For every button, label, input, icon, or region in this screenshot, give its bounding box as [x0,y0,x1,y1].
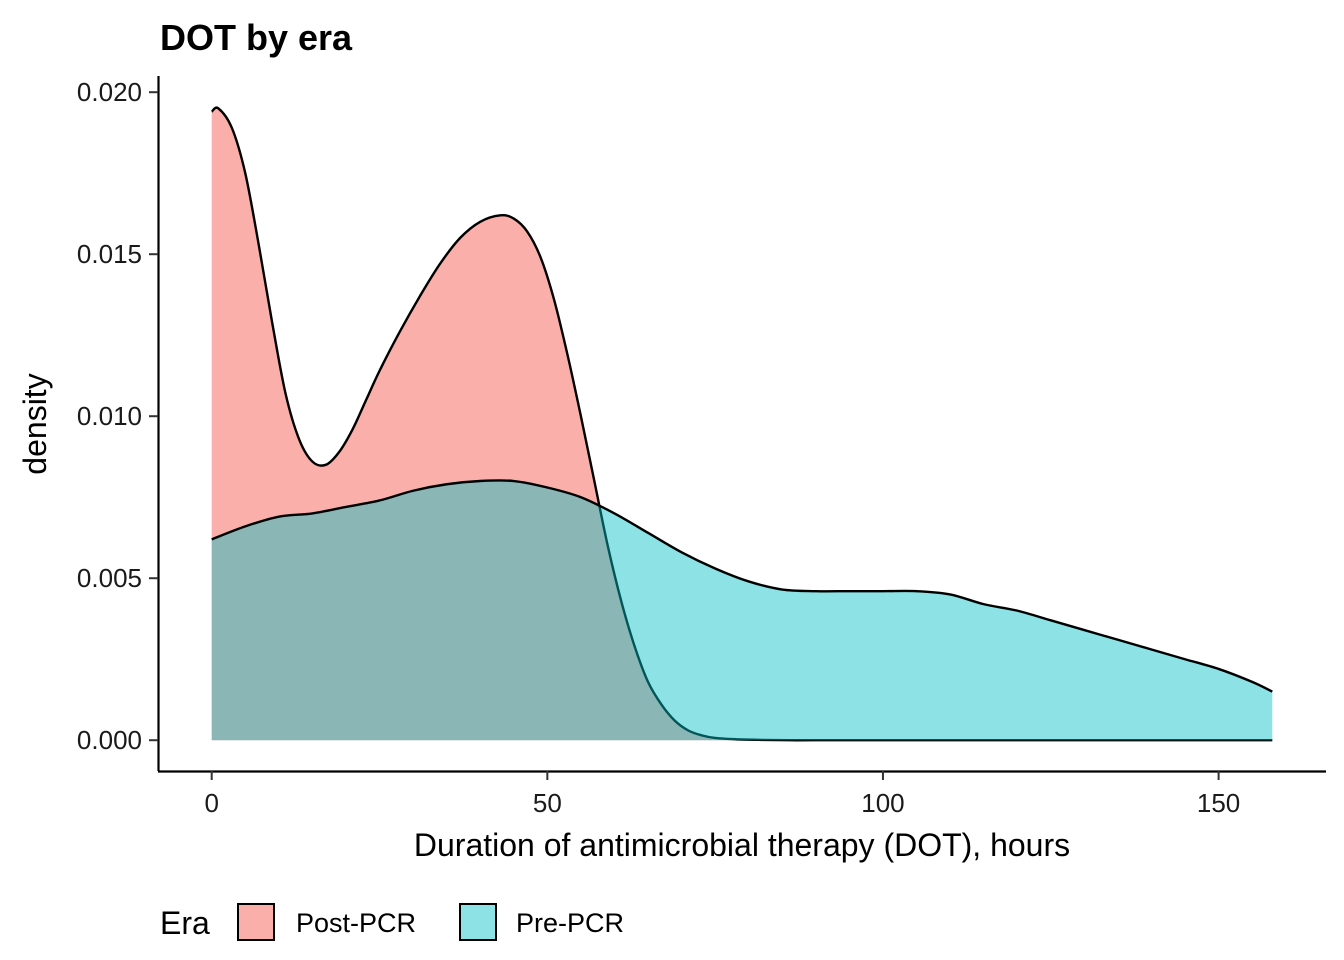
y-tick-label: 0.015 [77,239,142,269]
y-tick-label: 0.000 [77,725,142,755]
plot-areas [210,106,1273,742]
x-tick-label: 0 [204,788,218,818]
y-tick-label: 0.020 [77,77,142,107]
y-tick-label: 0.005 [77,563,142,593]
x-tick-label: 150 [1197,788,1240,818]
legend-swatch-post-pcr [237,903,275,941]
y-ticks: 0.000 0.005 0.010 0.015 0.020 [77,77,158,755]
x-ticks: 0 50 100 150 [204,771,1240,818]
legend-swatch-pre-pcr [459,903,497,941]
legend-label-post-pcr: Post-PCR [296,908,416,938]
x-tick-label: 100 [861,788,904,818]
x-axis-title: Duration of antimicrobial therapy (DOT),… [414,827,1070,863]
y-axis-title: density [17,373,53,474]
x-tick-label: 50 [533,788,562,818]
y-tick-label: 0.010 [77,401,142,431]
legend-label-pre-pcr: Pre-PCR [516,908,624,938]
chart-title: DOT by era [160,17,353,58]
density-area-pre-pcr [211,480,1273,741]
density-line-pre-pcr [211,479,1273,693]
density-line-post-pcr [210,106,1273,742]
legend-title: Era [160,905,210,941]
density-area-post-pcr [211,107,1273,741]
legend: Era Post-PCR Pre-PCR [160,903,624,941]
